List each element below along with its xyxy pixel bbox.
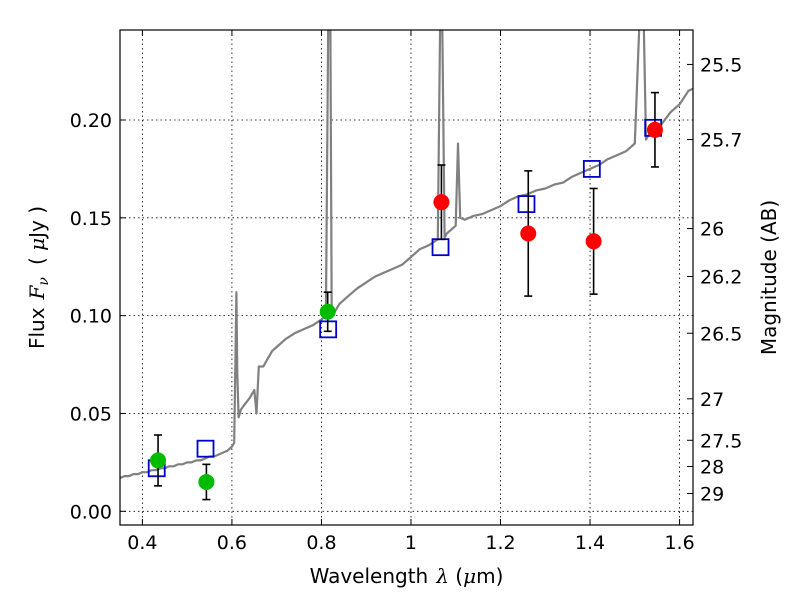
x-tick-label: 1: [405, 532, 417, 554]
y-tick-label: 0.10: [70, 306, 112, 328]
model-photometry-square: [582, 160, 601, 178]
observed-data-point: [319, 303, 336, 320]
right-tick-label: 29: [700, 484, 724, 506]
x-tick-label: 0.8: [306, 532, 336, 554]
x-tick-label: 1.2: [485, 532, 515, 554]
plot-frame: [119, 29, 694, 526]
right-tick-label: 27: [700, 389, 724, 411]
model-photometry-square: [196, 439, 215, 458]
x-tick-label: 0.6: [217, 532, 247, 554]
right-tick-label: 26.5: [700, 323, 742, 345]
x-axis-title: Wavelength λ (μm): [310, 564, 504, 588]
right-tick-label: 26.2: [700, 267, 742, 289]
observed-data-point: [433, 194, 450, 211]
y-tick-label: 0.20: [70, 110, 112, 132]
model-photometry-square: [517, 195, 536, 214]
marker-layer: [147, 91, 663, 501]
y-axis-title: FluxFν( μJy ): [25, 206, 52, 349]
observed-data-point: [150, 452, 167, 469]
right-tick-label: 25.7: [700, 130, 742, 152]
observed-data-point: [646, 121, 663, 138]
y-tick-label: 0.15: [70, 208, 112, 230]
x-tick-label: 0.4: [127, 532, 157, 554]
observed-data-point: [585, 233, 602, 250]
grid: [120, 30, 693, 525]
right-tick-label: 28: [700, 457, 724, 479]
observed-data-point: [198, 473, 215, 490]
right-tick-label: 26: [700, 219, 724, 241]
y-tick-label: 0.05: [70, 403, 112, 425]
x-tick-label: 1.6: [664, 532, 694, 554]
ticks: 0.4 0.6 0.8 1 1.2 1.4 1.6 0.00 0.05 0.10 0.15 0.20 2…: [70, 30, 742, 554]
observed-data-point: [520, 225, 537, 242]
x-tick-label: 1.4: [575, 532, 605, 554]
y-tick-label: 0.00: [70, 501, 112, 523]
right-tick-label: 27.5: [700, 430, 742, 452]
right-axis-title: Magnitude (AB): [757, 200, 781, 355]
right-tick-label: 25.5: [700, 54, 742, 76]
